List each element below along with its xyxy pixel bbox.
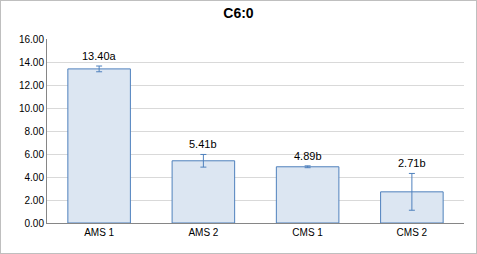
svg-text:AMS 1: AMS 1 [84,227,114,238]
svg-text:12.00: 12.00 [19,80,44,91]
svg-text:0.00: 0.00 [25,218,45,229]
svg-text:10.00: 10.00 [19,103,44,114]
svg-text:C6:0: C6:0 [223,5,254,21]
svg-text:16.00: 16.00 [19,34,44,45]
svg-text:4.89b: 4.89b [294,150,322,162]
svg-text:13.40a: 13.40a [82,50,117,62]
svg-text:14.00: 14.00 [19,57,44,68]
svg-text:CMS 1: CMS 1 [292,227,323,238]
svg-text:6.00: 6.00 [25,149,45,160]
svg-text:2.71b: 2.71b [398,157,426,169]
svg-text:5.41b: 5.41b [189,138,217,150]
svg-text:CMS 2: CMS 2 [397,227,428,238]
svg-text:8.00: 8.00 [25,126,45,137]
svg-text:4.00: 4.00 [25,172,45,183]
svg-text:AMS 2: AMS 2 [188,227,218,238]
svg-text:2.00: 2.00 [25,195,45,206]
